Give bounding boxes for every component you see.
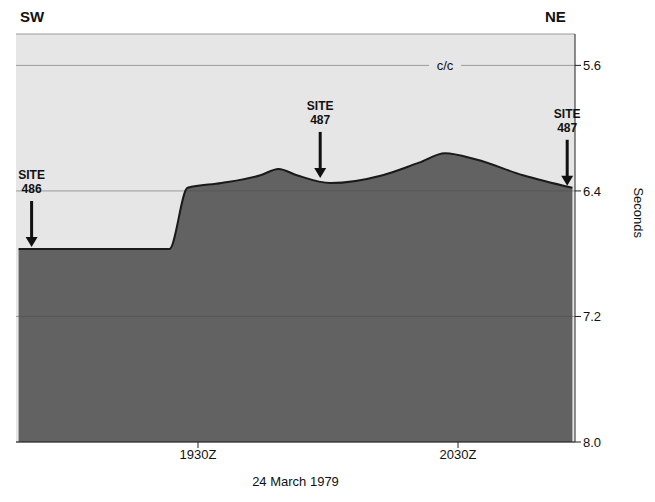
svg-text:487: 487 [557,121,577,135]
html-text:SW: SW [20,8,45,25]
svg-text:SITE: SITE [307,99,334,113]
svg-text:486: 486 [22,182,42,196]
svg-text:6.4: 6.4 [583,184,601,199]
svg-text:8.0: 8.0 [583,435,601,450]
svg-text:5.6: 5.6 [583,58,601,73]
svg-text:c/c: c/c [437,58,454,73]
svg-text:1930Z: 1930Z [180,447,217,462]
svg-text:7.2: 7.2 [583,309,601,324]
svg-text:SITE: SITE [18,168,45,182]
svg-text:SITE: SITE [554,107,581,121]
svg-text:24 March 1979: 24 March 1979 [252,474,339,489]
svg-text:2030Z: 2030Z [440,447,477,462]
svg-text:487: 487 [310,113,330,127]
svg-text:Seconds: Seconds [631,187,646,238]
html-text:NE: NE [545,8,566,25]
